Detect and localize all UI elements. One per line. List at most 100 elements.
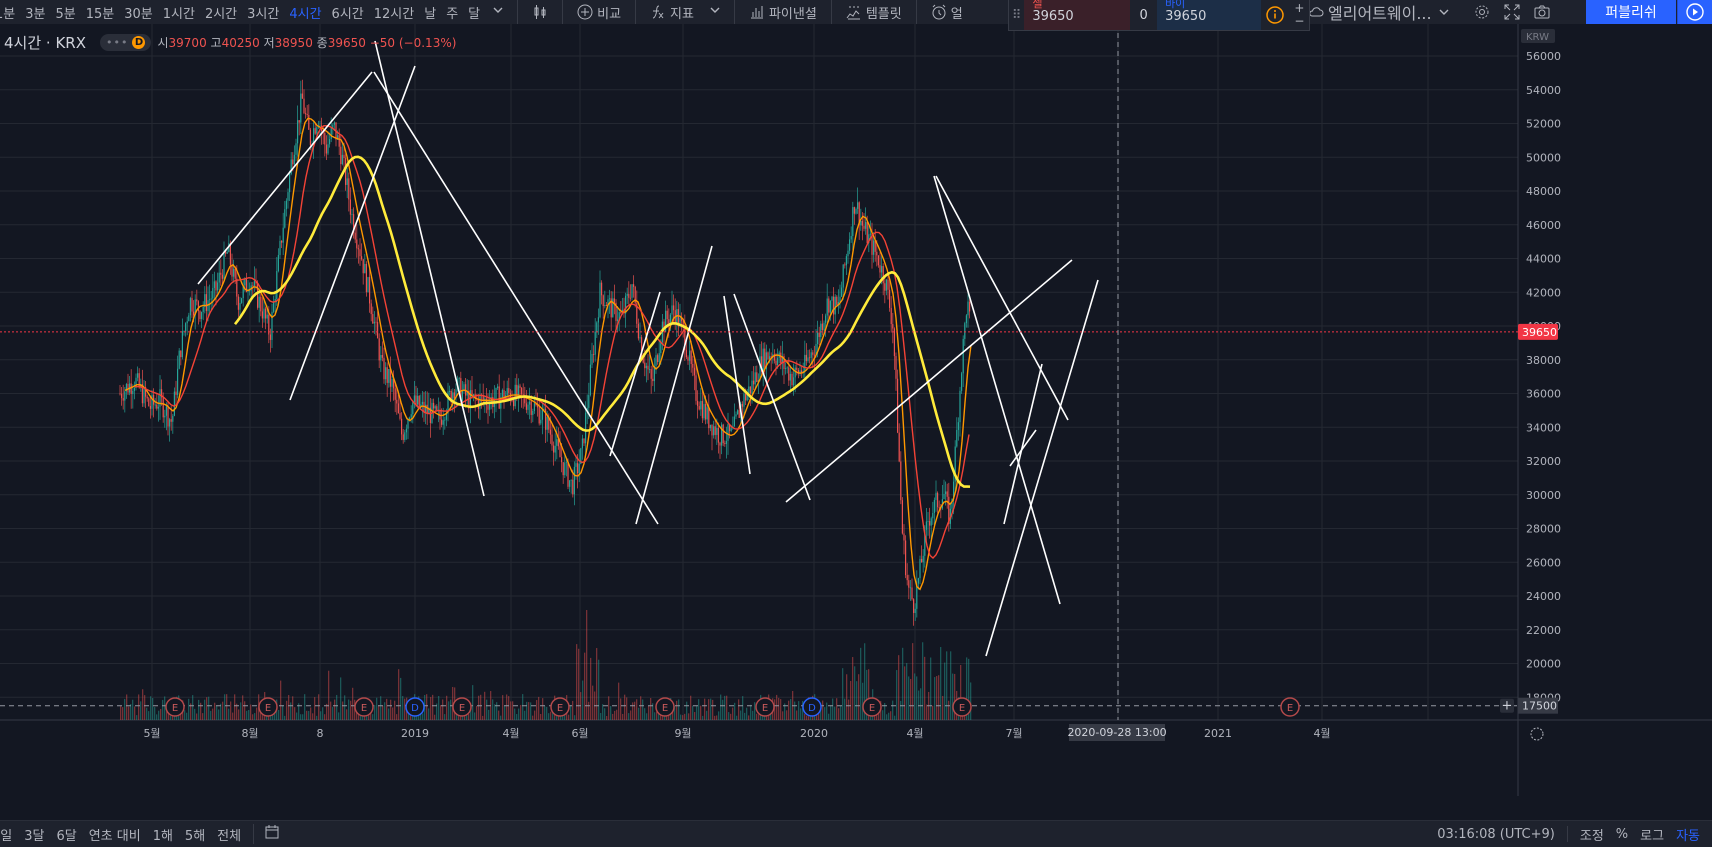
range-option[interactable]: 전체 [217,828,242,844]
quantity-stepper[interactable]: + − [1290,0,1309,30]
trendline-drawing[interactable] [723,295,751,475]
price-chart[interactable]: KRW 56000 54000 52000 50000 48000 46000 44000 42… [0,24,1712,820]
volume-bar [308,710,310,720]
adjust-button[interactable]: 조정 [1579,828,1604,844]
trendline-drawing[interactable] [635,245,713,525]
earnings-marker[interactable] [258,697,278,717]
trendline-drawing[interactable] [197,71,373,285]
date-range-button[interactable] [253,824,286,844]
earnings-marker[interactable] [655,697,675,717]
candle-body [703,404,705,419]
interval-option[interactable]: 4시간 [289,6,322,22]
interval-option[interactable]: 1분 [0,6,16,22]
interval-option[interactable]: 날 [424,6,437,22]
candle-body [585,412,587,444]
trendline-drawing[interactable] [1009,429,1037,467]
sell-button[interactable]: 셀 39650 [1024,0,1131,30]
axis-settings-icon[interactable] [1530,727,1544,741]
add-alert-button[interactable] [1500,698,1514,713]
interval-option[interactable]: 2시간 [204,6,238,22]
compare-button[interactable]: 비교 [569,3,629,22]
info-button[interactable] [1261,0,1290,30]
replay-button[interactable] [1677,0,1712,24]
volume-bar [698,699,700,720]
interval-option[interactable]: 달 [468,6,481,22]
legend-badge[interactable]: ••• D [100,34,152,51]
range-option[interactable]: 연초 대비 [88,828,141,844]
dividend-marker[interactable] [802,697,822,717]
minus-icon[interactable]: − [1294,14,1305,28]
earnings-marker[interactable] [354,697,374,717]
earnings-marker[interactable] [755,697,775,717]
clock-time[interactable]: 03:16:08 (UTC+9) [1437,826,1555,842]
interval-option[interactable]: 3시간 [247,6,280,22]
range-option[interactable]: 1해 [152,828,173,844]
volume-bar [494,704,496,720]
interval-option[interactable]: 1시간 [162,6,195,22]
interval-dropdown-icon[interactable] [485,2,511,22]
interval-option[interactable]: 주 [446,6,459,22]
trendline-drawing[interactable] [1003,363,1043,525]
trendline-drawing[interactable] [785,259,1073,503]
range-option[interactable]: 1일 [0,828,13,844]
event-marker-label: E [662,703,668,714]
candle-body [327,144,329,154]
trendline-drawing[interactable] [933,175,1061,605]
volume-bar [548,713,550,720]
trendline-drawing[interactable] [733,293,811,501]
candle-body [869,233,871,235]
earnings-marker[interactable] [862,697,882,717]
volume-bar [600,713,602,720]
indicators-button[interactable]: 지표 [642,3,702,22]
candle-body [565,461,567,463]
candle-body [516,384,518,397]
volume-bar [690,695,692,720]
volume-bar [636,699,638,720]
camera-icon[interactable] [1534,4,1550,20]
candle-body [445,413,447,420]
earnings-marker[interactable] [165,697,185,717]
candle-body [137,373,139,378]
financials-button[interactable]: 파이낸셜 [741,3,825,22]
symbol-title[interactable]: 4시간 · KRX [4,34,87,52]
auto-scale-button[interactable]: 자동 [1676,828,1700,844]
trendline-drawing[interactable] [609,291,661,457]
plus-icon[interactable]: + [1294,1,1305,15]
candle-body [580,448,582,464]
publish-button[interactable]: 퍼블리쉬 [1586,0,1676,24]
interval-option[interactable]: 5분 [55,6,76,22]
trendline-drawing[interactable] [985,279,1099,657]
trendline-drawing[interactable] [373,71,659,525]
dividend-marker[interactable] [405,697,425,717]
candle-body [453,392,455,399]
range-option[interactable]: 3달 [24,828,45,844]
interval-option[interactable]: 30분 [124,6,153,22]
earnings-marker-future[interactable] [1280,697,1300,717]
interval-option[interactable]: 12시간 [373,6,415,22]
volume-bar [824,707,826,720]
interval-option[interactable]: 6시간 [331,6,364,22]
fullscreen-icon[interactable] [1504,4,1520,20]
trendline-drawing[interactable] [374,40,485,497]
candle-body [244,278,246,286]
indicators-dropdown-icon[interactable] [702,2,728,22]
drag-handle-icon[interactable]: ⠿ [1011,7,1022,23]
earnings-marker[interactable] [952,697,972,717]
candle-body [660,342,662,354]
interval-option[interactable]: 15분 [85,6,115,22]
layout-menu[interactable]: 엘리어트웨이... [1300,0,1460,24]
trendline-drawing[interactable] [935,175,1069,421]
buy-button[interactable]: 바이 39650 [1157,0,1262,30]
earnings-marker[interactable] [550,697,570,717]
gear-icon[interactable] [1474,4,1490,20]
templates-button[interactable]: 템플릿 [838,3,910,22]
candle-style-button[interactable] [524,4,556,20]
candle-body [649,369,651,370]
alert-button[interactable]: 얼 [923,3,971,22]
percent-scale-button[interactable]: % [1615,826,1629,842]
earnings-marker[interactable] [452,697,472,717]
log-scale-button[interactable]: 로그 [1640,828,1665,844]
range-option[interactable]: 5해 [184,828,206,844]
interval-option[interactable]: 3분 [25,6,46,22]
range-option[interactable]: 6달 [56,828,77,844]
